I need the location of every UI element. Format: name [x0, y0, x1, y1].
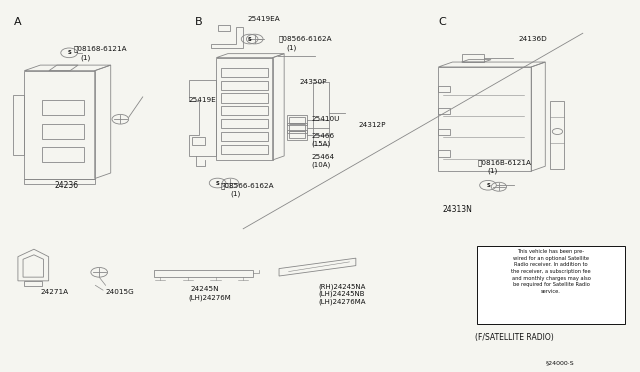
- Text: (LH)24245NB: (LH)24245NB: [319, 291, 365, 297]
- Text: 25410U: 25410U: [312, 116, 340, 122]
- Text: S: S: [67, 50, 71, 55]
- Text: Ⓢ0816B-6121A: Ⓢ0816B-6121A: [478, 160, 532, 166]
- Text: 24313N: 24313N: [443, 205, 473, 214]
- Text: (LH)24276M: (LH)24276M: [189, 294, 232, 301]
- Text: This vehicle has been pre-
wired for an optional Satellite
Radio receiver. In ad: This vehicle has been pre- wired for an …: [511, 249, 591, 294]
- Text: (1): (1): [286, 44, 296, 51]
- Text: (LH)24276MA: (LH)24276MA: [319, 298, 366, 305]
- Text: 24271A: 24271A: [40, 289, 68, 295]
- Text: (F/SATELLITE RADIO): (F/SATELLITE RADIO): [475, 333, 554, 341]
- Text: 24350P: 24350P: [300, 79, 327, 85]
- Text: Ⓢ08168-6121A: Ⓢ08168-6121A: [74, 45, 127, 52]
- Text: (15A): (15A): [312, 140, 331, 147]
- Text: (1): (1): [80, 54, 90, 61]
- Text: C: C: [438, 17, 446, 27]
- Text: (1): (1): [230, 190, 241, 197]
- Bar: [477, 246, 625, 324]
- Text: S: S: [216, 180, 220, 186]
- Text: 25464: 25464: [312, 154, 335, 160]
- Text: 24236: 24236: [54, 182, 79, 190]
- Text: S: S: [486, 183, 490, 188]
- Text: Ⓢ08566-6162A: Ⓢ08566-6162A: [278, 36, 332, 42]
- Text: 25466: 25466: [312, 133, 335, 139]
- Text: Ⓢ08566-6162A: Ⓢ08566-6162A: [221, 182, 275, 189]
- Text: (1): (1): [488, 168, 498, 174]
- Text: 24245N: 24245N: [191, 286, 220, 292]
- Text: (10A): (10A): [312, 161, 331, 168]
- Text: 24312P: 24312P: [358, 122, 386, 128]
- Text: B: B: [195, 17, 203, 27]
- Text: 25419E: 25419E: [189, 97, 216, 103]
- Text: S: S: [248, 36, 252, 42]
- Text: §24000·S: §24000·S: [546, 360, 574, 365]
- Text: (RH)24245NA: (RH)24245NA: [319, 283, 366, 290]
- Text: 24015G: 24015G: [106, 289, 134, 295]
- Text: 25419EA: 25419EA: [248, 16, 280, 22]
- Text: A: A: [14, 17, 22, 27]
- Text: 24136D: 24136D: [518, 36, 547, 42]
